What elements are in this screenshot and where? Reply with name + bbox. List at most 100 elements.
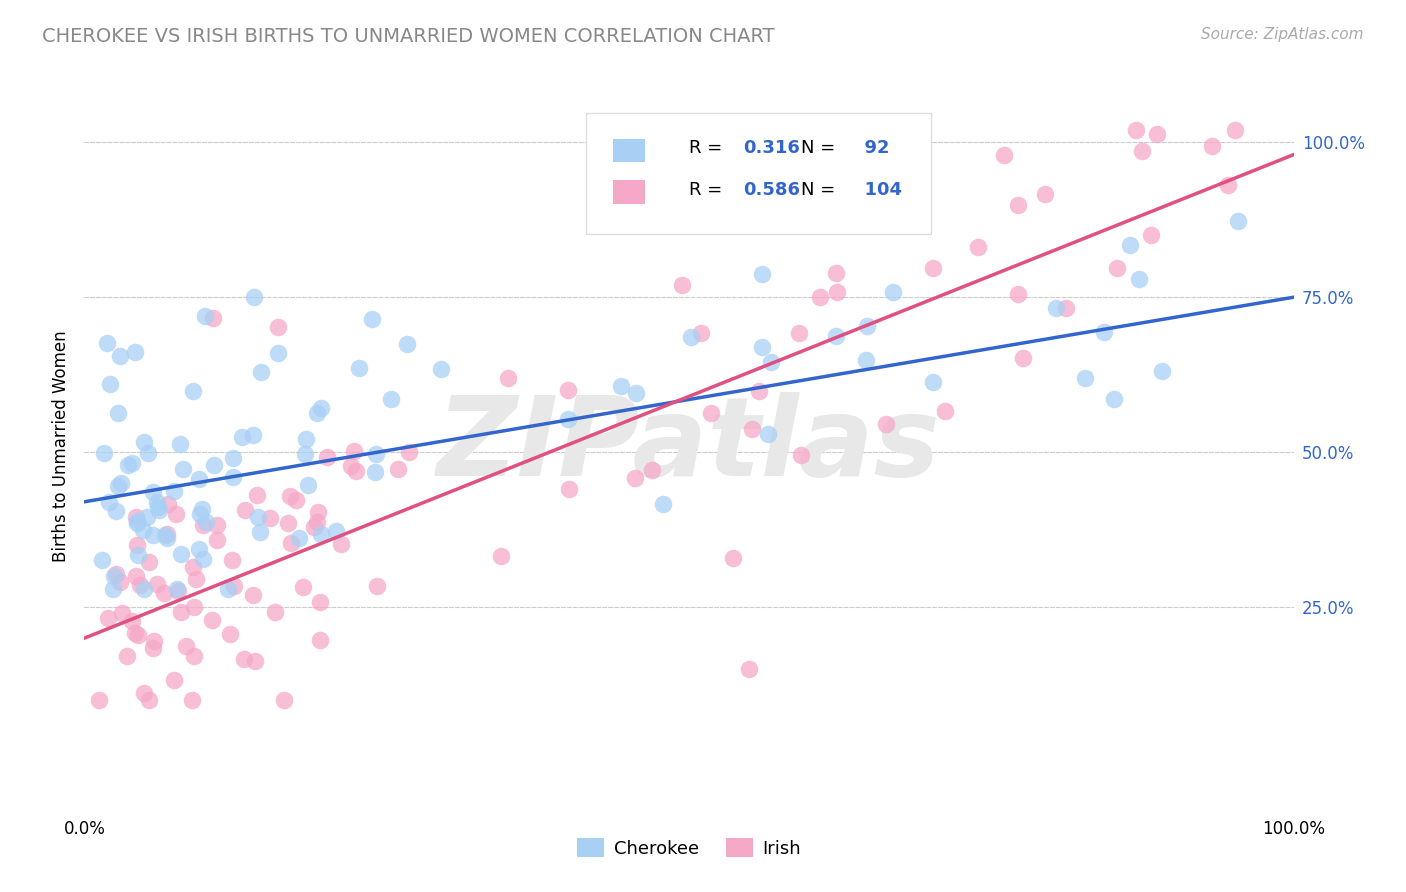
Point <box>751 268 773 282</box>
Point <box>294 447 316 461</box>
FancyBboxPatch shape <box>613 180 645 204</box>
Point <box>1104 392 1126 406</box>
Point <box>787 326 810 340</box>
Point <box>127 548 149 562</box>
Point <box>671 277 693 292</box>
Point <box>288 531 311 545</box>
Point <box>172 462 194 476</box>
Point <box>191 501 214 516</box>
Text: R =: R = <box>689 139 728 157</box>
Point <box>264 605 287 619</box>
Point <box>738 662 761 676</box>
Point <box>201 613 224 627</box>
Point <box>103 569 125 583</box>
Point <box>146 576 169 591</box>
Point <box>186 573 208 587</box>
Point <box>188 541 211 556</box>
Point <box>97 495 120 509</box>
Point <box>93 445 115 459</box>
Point <box>1223 123 1246 137</box>
Point <box>163 673 186 687</box>
Point <box>170 547 193 561</box>
Point <box>278 489 301 503</box>
Point <box>364 447 387 461</box>
Point <box>1125 123 1147 137</box>
Point <box>387 461 409 475</box>
Point <box>156 531 179 545</box>
Point <box>142 485 165 500</box>
Point <box>329 537 352 551</box>
Point <box>222 469 245 483</box>
Point <box>165 507 187 521</box>
Point <box>124 345 146 359</box>
Point <box>134 686 156 700</box>
Point <box>1146 127 1168 141</box>
Point <box>142 528 165 542</box>
Point <box>309 401 332 416</box>
Point <box>325 524 347 538</box>
Point <box>360 312 382 326</box>
Point <box>127 514 149 528</box>
Point <box>181 384 204 398</box>
Point <box>110 476 132 491</box>
Point <box>205 518 228 533</box>
Point <box>848 182 870 196</box>
Point <box>398 445 420 459</box>
Point <box>103 582 125 596</box>
Point <box>217 582 239 596</box>
Point <box>273 693 295 707</box>
Point <box>364 465 387 479</box>
Point <box>187 472 209 486</box>
Point <box>89 693 111 707</box>
Point <box>277 516 299 531</box>
Point <box>166 582 188 596</box>
Point <box>183 599 205 614</box>
Point <box>1092 325 1115 339</box>
Point <box>302 520 325 534</box>
Point <box>219 627 242 641</box>
Point <box>163 483 186 498</box>
Text: 104: 104 <box>852 181 903 199</box>
Point <box>246 488 269 502</box>
Point <box>1007 197 1029 211</box>
Point <box>1130 144 1153 158</box>
Point <box>107 406 129 420</box>
Point <box>195 516 218 530</box>
Point <box>96 336 118 351</box>
Point <box>825 285 848 300</box>
Point <box>125 568 148 582</box>
Point <box>233 652 256 666</box>
Point <box>1226 214 1249 228</box>
Point <box>249 525 271 540</box>
Point <box>224 579 246 593</box>
Point <box>307 515 329 529</box>
Point <box>98 376 121 391</box>
Point <box>700 406 723 420</box>
FancyBboxPatch shape <box>613 138 645 162</box>
Point <box>233 503 256 517</box>
Point <box>127 628 149 642</box>
Point <box>307 505 329 519</box>
Point <box>305 406 328 420</box>
Point <box>142 641 165 656</box>
Point <box>148 500 170 514</box>
Point <box>259 511 281 525</box>
Point <box>343 444 366 458</box>
Point <box>242 588 264 602</box>
Point <box>181 559 204 574</box>
Point <box>127 538 149 552</box>
Point <box>652 497 675 511</box>
Point <box>1033 186 1056 201</box>
Point <box>309 526 332 541</box>
Point <box>934 404 956 418</box>
Point <box>347 361 370 376</box>
Point <box>967 240 990 254</box>
Point <box>153 528 176 542</box>
Point <box>297 478 319 492</box>
Point <box>624 471 647 485</box>
Point <box>188 507 211 521</box>
Point <box>105 567 128 582</box>
Y-axis label: Births to Unmarried Women: Births to Unmarried Women <box>52 330 70 562</box>
Point <box>156 497 179 511</box>
Point <box>825 328 848 343</box>
